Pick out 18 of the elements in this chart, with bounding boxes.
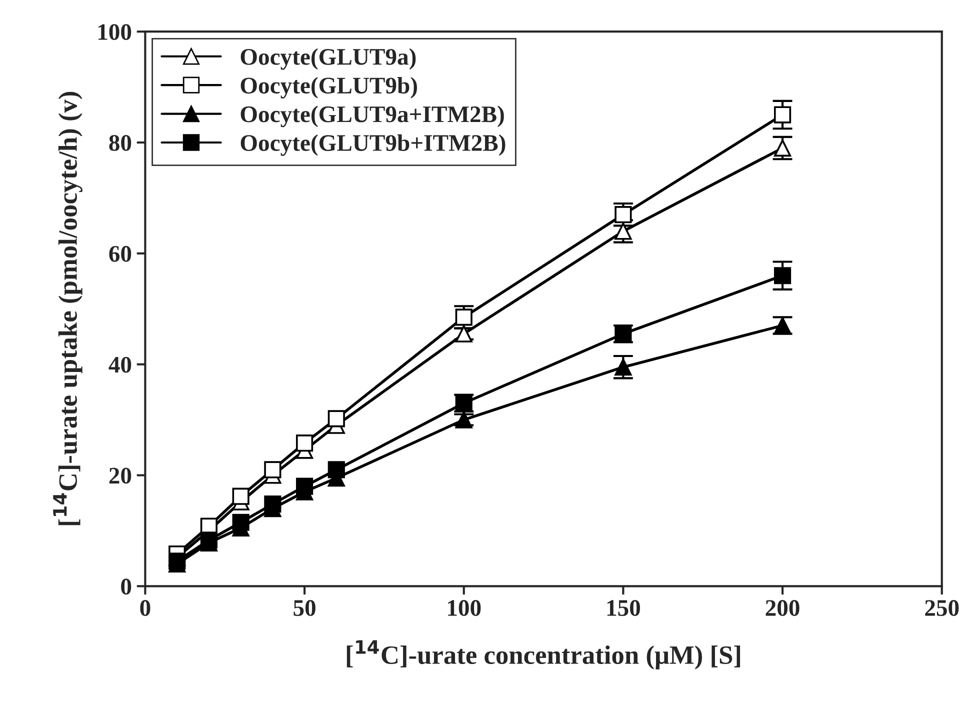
legend-label: Oocyte(GLUT9a) <box>240 48 416 70</box>
x-tick-label: 50 <box>294 600 316 616</box>
y-tick-label: 0 <box>121 578 132 595</box>
x-tick-label: 200 <box>766 600 800 616</box>
y-tick-label: 60 <box>109 246 132 262</box>
x-tick-label: 250 <box>925 600 959 616</box>
legend-label: Oocyte(GLUT9a+ITM2B) <box>240 106 504 128</box>
x-tick-label: 0 <box>140 600 150 616</box>
legend-label: Oocyte(GLUT9b+ITM2B) <box>240 134 506 156</box>
y-axis-title: [$^{14}$C]-urate uptake (pmol/oocyte/h) (v) <box>53 92 82 526</box>
y-tick-label: 100 <box>98 24 132 40</box>
legend-label: Oocyte(GLUT9b) <box>240 76 417 98</box>
x-axis-title: [$^{14}$C]-urate concentration (μM) [S] <box>346 640 740 670</box>
y-tick-label: 20 <box>109 468 132 484</box>
x-tick-label: 100 <box>448 600 481 616</box>
y-tick-label: 40 <box>108 356 132 373</box>
y-tick-label: 80 <box>109 134 132 151</box>
x-tick-label: 150 <box>607 600 640 616</box>
